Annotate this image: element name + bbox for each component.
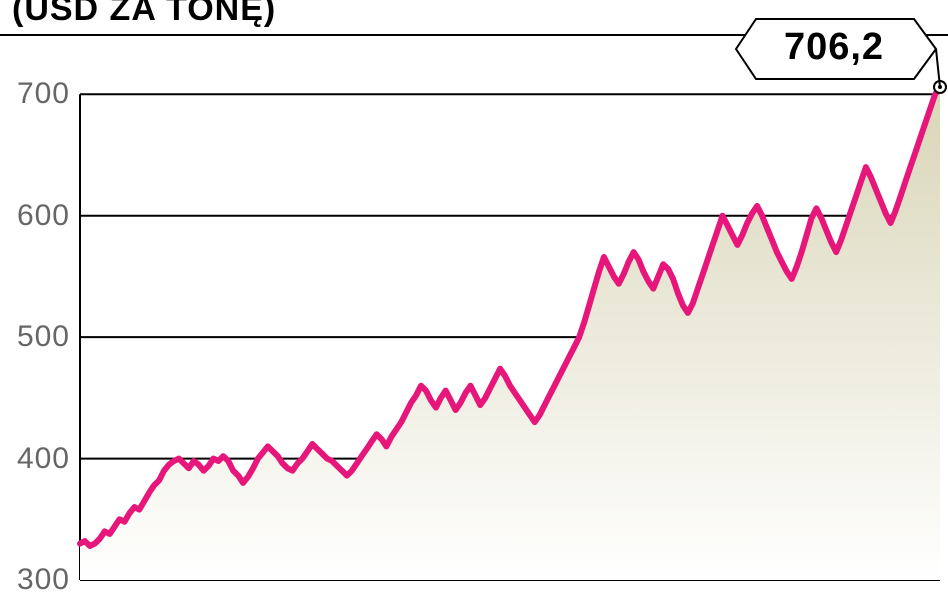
chart-title-fragment: (USD ZA TONĘ) (12, 0, 276, 29)
y-tick-label: 700 (17, 77, 70, 111)
y-tick-label: 500 (17, 320, 70, 354)
callout-value: 706,2 (734, 17, 934, 77)
callout-leader (936, 49, 940, 87)
y-tick-label: 600 (17, 199, 70, 233)
page: (USD ZA TONĘ) 300400500600700 706,2 (0, 0, 948, 593)
chart-plot-area: 300400500600700 (80, 70, 940, 580)
y-tick-label: 400 (17, 442, 70, 476)
y-tick-label: 300 (17, 563, 70, 593)
value-callout: 706,2 (734, 17, 948, 97)
area-fill (80, 87, 940, 580)
chart-svg (80, 70, 940, 580)
